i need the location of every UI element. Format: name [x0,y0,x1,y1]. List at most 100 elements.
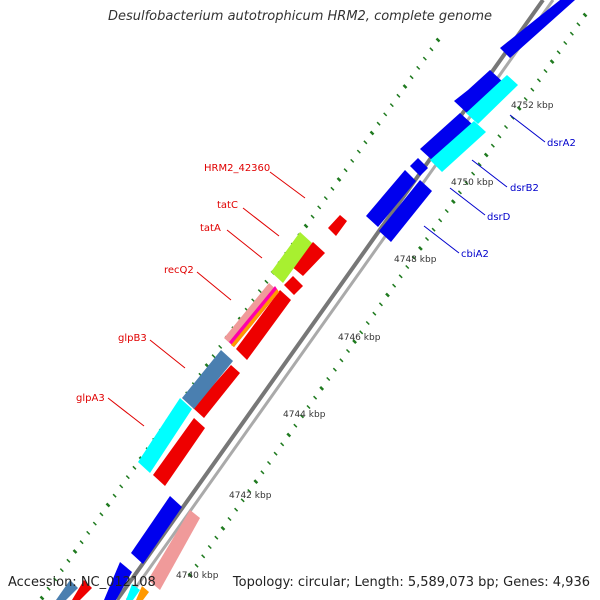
gene-label-recq2[interactable]: recQ2 [164,265,194,276]
gene-orange[interactable] [231,289,279,347]
gene-forward[interactable] [366,170,416,227]
gene-rna[interactable] [466,75,518,124]
tick-mark [125,475,130,480]
tick-mark [86,530,91,535]
gene-label-dsrb2[interactable]: dsrB2 [510,183,539,194]
tick-mark [240,498,245,503]
tick-mark [227,516,232,522]
tick-mark [207,544,212,550]
tick-mark [556,50,561,55]
scale-label: 4752 kbp [511,101,554,111]
gene-reverse[interactable] [193,365,240,418]
gene-forward[interactable] [379,180,432,242]
gene-label-cbia2[interactable]: cbiA2 [461,249,489,260]
gene-label-tatc[interactable]: tatC [217,200,238,211]
tick-mark [214,535,219,540]
tick-mark [444,208,449,214]
gene-pseudo[interactable] [148,510,200,590]
tick-mark [429,47,434,52]
tick-mark [306,404,311,410]
gene-reverse[interactable] [153,418,205,486]
gene-label-dsra2[interactable]: dsrA2 [547,138,576,149]
tick-mark [343,168,348,173]
tick-mark [549,59,555,65]
tick-mark [398,274,403,279]
tick-mark [503,124,509,130]
gene-label-glpa3[interactable]: glpA3 [76,393,105,404]
tick-mark [336,177,342,182]
gene-reverse[interactable] [328,215,347,236]
gene-label-hrm2-42360[interactable]: HRM2_42360 [204,163,270,174]
gene-orange[interactable] [136,586,149,600]
tick-mark [563,40,568,46]
scale-label: 4746 kbp [338,333,381,343]
tick-mark [59,568,64,573]
gene-reverse[interactable] [72,580,92,600]
gene-forward[interactable] [420,113,472,160]
tick-mark [523,96,528,102]
tick-mark [359,330,364,335]
tick-mark [39,595,45,600]
gene-forward[interactable] [410,158,428,176]
gene-magenta[interactable] [229,286,279,347]
tick-mark [416,65,421,70]
gene-lime[interactable] [271,232,312,283]
tick-mark [409,75,414,80]
tick-mark [92,521,97,526]
ticks-right [187,12,588,578]
tick-mark [402,84,408,89]
tick-mark [582,12,588,18]
tick-mark [119,484,124,489]
tick-mark [66,558,71,563]
gene-forward[interactable] [104,562,132,600]
tick-mark [112,493,117,498]
gene-rna[interactable] [430,121,486,172]
gene-forward[interactable] [454,70,503,114]
gene-steel[interactable] [182,350,233,409]
tick-mark [72,549,78,554]
gene-forward[interactable] [131,496,182,564]
tick-mark [99,512,104,517]
accession-label: Accession: NC_012108 [8,575,156,590]
gene-label-tata[interactable]: tatA [200,223,221,234]
tick-mark [516,105,522,111]
gene-label-glpb3[interactable]: glpB3 [118,333,147,344]
gene-steel[interactable] [56,580,78,600]
right-label-leaders [423,114,546,254]
tick-mark [264,279,269,284]
gene-rna[interactable] [138,398,192,473]
tick-mark [411,255,416,260]
tick-mark [383,112,388,117]
gene-label-dsrd[interactable]: dsrD [487,212,511,223]
tick-mark [369,130,375,136]
gene-forward[interactable] [500,0,575,58]
tick-mark [536,78,541,83]
gene-reverse[interactable] [284,276,303,295]
tick-mark [105,502,111,508]
tick-mark [450,199,456,205]
tick-mark [483,152,489,158]
tick-mark [356,149,361,154]
tick-mark [79,540,84,545]
tick-mark [330,186,335,191]
tick-mark [53,577,58,582]
tick-mark [389,103,394,108]
tick-mark [266,460,272,466]
tick-mark [569,31,574,36]
tick-mark [187,572,193,578]
gene-rna[interactable] [126,584,140,600]
tick-mark [257,289,262,294]
tick-mark [253,479,259,485]
map-title: Desulfobacterium autotrophicum HRM2, com… [107,9,493,24]
tick-mark [350,158,355,163]
tick-mark [247,488,252,494]
tick-mark [431,227,436,232]
tick-mark [418,245,423,251]
tick-mark [376,121,381,126]
tick-mark [260,470,265,475]
tick-mark [319,385,325,391]
tick-mark [220,525,226,531]
tick-mark [345,348,351,354]
gene-reverse[interactable] [291,242,325,276]
gene-reverse[interactable] [236,290,291,360]
